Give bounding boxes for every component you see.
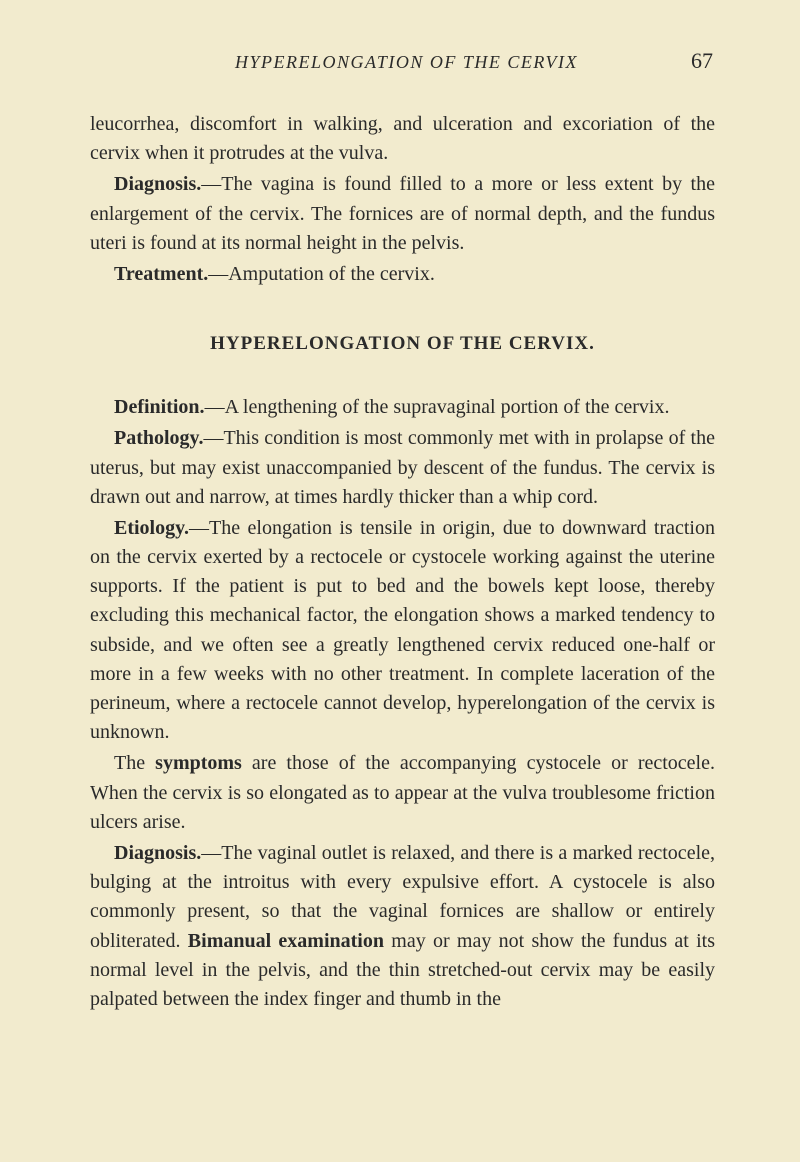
paragraph-etiology: Etiology.—The elongation is tensile in o…	[90, 514, 715, 748]
label-diagnosis: Diagnosis.	[114, 173, 201, 195]
paragraph-diagnosis-2: Diagnosis.—The vaginal outlet is relaxed…	[90, 839, 715, 1014]
label-bimanual: Bimanual examination	[188, 930, 384, 952]
section-title: HYPERELONGATION OF THE CERVIX.	[90, 333, 715, 355]
text-definition: —A lengthening of the supravaginal porti…	[205, 396, 670, 418]
label-symptoms: symptoms	[155, 752, 242, 774]
paragraph-pathology: Pathology.—This condition is most common…	[90, 424, 715, 512]
label-treatment: Treatment.	[114, 263, 208, 285]
page-number: 67	[691, 48, 713, 74]
label-diagnosis-2: Diagnosis.	[114, 842, 201, 864]
paragraph-continuation: leucorrhea, discomfort in walking, and u…	[90, 110, 715, 168]
label-etiology: Etiology.	[114, 517, 189, 539]
text-treatment: —Amputation of the cervix.	[208, 263, 435, 285]
paragraph-symptoms: The symptoms are those of the accompanyi…	[90, 749, 715, 837]
page-header: HYPERELONGATION OF THE CERVIX 67	[90, 48, 715, 74]
paragraph-treatment: Treatment.—Amputation of the cervix.	[90, 260, 715, 289]
label-pathology: Pathology.	[114, 427, 203, 449]
label-definition: Definition.	[114, 396, 205, 418]
running-title: HYPERELONGATION OF THE CERVIX	[142, 52, 671, 73]
text-symptoms-pre: The	[114, 752, 155, 774]
paragraph-diagnosis-1: Diagnosis.—The vagina is found filled to…	[90, 170, 715, 258]
text-etiology: —The elongation is tensile in origin, du…	[90, 517, 715, 743]
paragraph-definition: Definition.—A lengthening of the suprava…	[90, 393, 715, 422]
